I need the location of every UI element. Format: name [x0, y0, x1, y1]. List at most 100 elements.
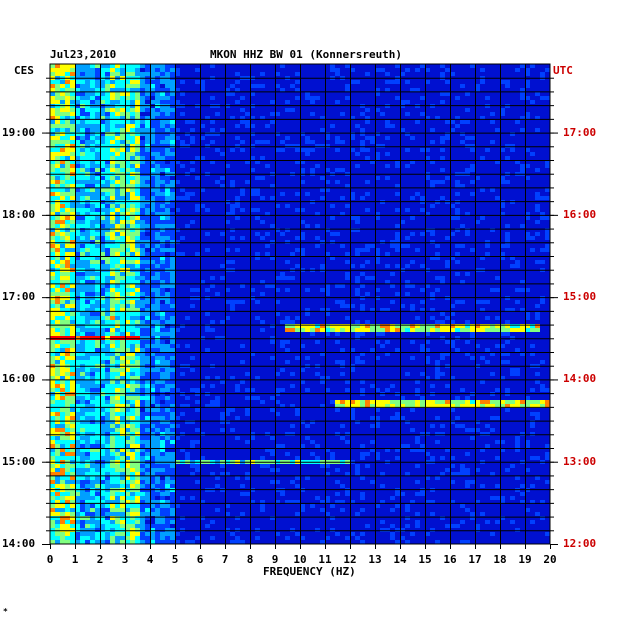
spectrogram-cell — [85, 112, 91, 117]
spectrogram-cell — [315, 100, 321, 105]
spectrogram-cell — [440, 228, 446, 233]
spectrogram-cell — [370, 180, 376, 185]
spectrogram-cell — [140, 92, 146, 97]
spectrogram-cell — [230, 168, 236, 173]
spectrogram-cell — [75, 212, 81, 217]
spectrogram-cell — [340, 236, 346, 241]
spectrogram-cell — [480, 192, 486, 197]
spectrogram-cell — [335, 184, 341, 189]
spectrogram-cell — [100, 124, 106, 129]
spectrogram-cell — [465, 212, 471, 217]
spectrogram-cell — [320, 108, 326, 113]
spectrogram-cell — [155, 168, 161, 173]
spectrogram-cell — [270, 152, 276, 157]
spectrogram-cell — [55, 184, 61, 189]
spectrogram-cell — [60, 108, 66, 113]
spectrogram-cell — [420, 192, 426, 197]
spectrogram-cell — [460, 200, 466, 205]
spectrogram-cell — [255, 128, 261, 133]
spectrogram-cell — [105, 64, 111, 69]
spectrogram-cell — [300, 100, 306, 105]
spectrogram-cell — [385, 196, 391, 201]
spectrogram-cell — [540, 168, 546, 173]
spectrogram-cell — [475, 180, 481, 185]
spectrogram-cell — [490, 144, 496, 149]
spectrogram-cell — [185, 84, 191, 89]
spectrogram-cell — [200, 204, 206, 209]
spectrogram-cell — [365, 236, 371, 241]
spectrogram-cell — [320, 196, 326, 201]
spectrogram-cell — [485, 252, 491, 257]
spectrogram-cell — [110, 164, 116, 169]
spectrogram-cell — [165, 88, 171, 93]
spectrogram-cell — [475, 236, 481, 241]
spectrogram-cell — [180, 156, 186, 161]
spectrogram-cell — [375, 184, 381, 189]
spectrogram-cell — [120, 212, 126, 217]
spectrogram-cell — [305, 184, 311, 189]
spectrogram-cell — [55, 196, 61, 201]
spectrogram-cell — [365, 160, 371, 165]
spectrogram-cell — [265, 256, 271, 261]
spectrogram-cell — [470, 212, 476, 217]
spectrogram-cell — [210, 224, 216, 229]
spectrogram-cell — [380, 180, 386, 185]
spectrogram-cell — [105, 128, 111, 133]
spectrogram-cell — [390, 68, 396, 73]
spectrogram-cell — [160, 100, 166, 105]
spectrogram-cell — [495, 84, 501, 89]
spectrogram-cell — [480, 128, 486, 133]
spectrogram-cell — [105, 164, 111, 169]
spectrogram-cell — [240, 116, 246, 121]
spectrogram-cell — [130, 200, 136, 205]
spectrogram-cell — [295, 208, 301, 213]
spectrogram-cell — [50, 212, 56, 217]
spectrogram-cell — [265, 148, 271, 153]
spectrogram-cell — [385, 256, 391, 261]
spectrogram-cell — [495, 200, 501, 205]
spectrogram-cell — [415, 96, 421, 101]
spectrogram-cell — [165, 64, 171, 69]
spectrogram-cell — [390, 136, 396, 141]
spectrogram-cell — [520, 100, 526, 105]
spectrogram-cell — [420, 124, 426, 129]
spectrogram-cell — [165, 128, 171, 133]
spectrogram-cell — [185, 212, 191, 217]
spectrogram-cell — [105, 68, 111, 73]
spectrogram-cell — [255, 80, 261, 85]
spectrogram-cell — [315, 196, 321, 201]
spectrogram-cell — [445, 64, 451, 69]
spectrogram-cell — [55, 144, 61, 149]
spectrogram-cell — [300, 184, 306, 189]
spectrogram-cell — [65, 252, 71, 257]
spectrogram-cell — [295, 72, 301, 77]
spectrogram-cell — [495, 176, 501, 181]
spectrogram-cell — [410, 164, 416, 169]
spectrogram-cell — [205, 156, 211, 161]
spectrogram-cell — [360, 180, 366, 185]
spectrogram-cell — [365, 192, 371, 197]
spectrogram-cell — [295, 144, 301, 149]
spectrogram-cell — [195, 116, 201, 121]
spectrogram-cell — [410, 92, 416, 97]
spectrogram-cell — [500, 168, 506, 173]
spectrogram-cell — [405, 200, 411, 205]
spectrogram-cell — [450, 140, 456, 145]
spectrogram-cell — [245, 120, 251, 125]
spectrogram-cell — [160, 240, 166, 245]
spectrogram-cell — [50, 100, 56, 105]
spectrogram-cell — [445, 168, 451, 173]
spectrogram-cell — [530, 216, 536, 221]
spectrogram-cell — [195, 256, 201, 261]
spectrogram-cell — [290, 228, 296, 233]
spectrogram-cell — [415, 212, 421, 217]
spectrogram-cell — [455, 148, 461, 153]
spectrogram-cell — [65, 112, 71, 117]
spectrogram-cell — [350, 100, 356, 105]
spectrogram-cell — [355, 108, 361, 113]
spectrogram-cell — [75, 244, 81, 249]
spectrogram-cell — [445, 136, 451, 141]
spectrogram-cell — [410, 132, 416, 137]
spectrogram-cell — [440, 164, 446, 169]
spectrogram-cell — [100, 228, 106, 233]
